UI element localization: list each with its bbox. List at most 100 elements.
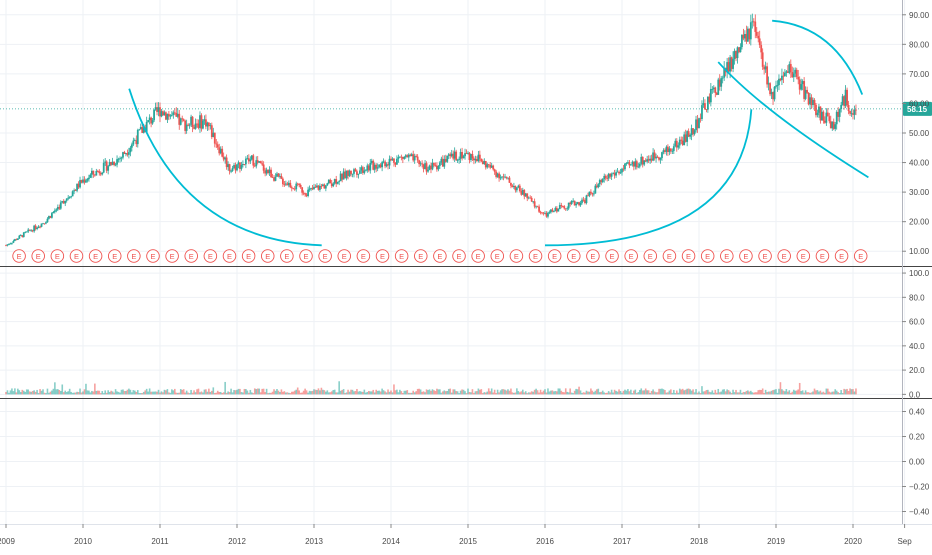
earnings-marker[interactable]: E xyxy=(337,249,352,263)
volume-bar xyxy=(452,389,454,395)
candle-body xyxy=(659,157,662,160)
candle-body xyxy=(360,167,363,171)
candle-body xyxy=(766,66,769,85)
earnings-marker[interactable]: E xyxy=(394,249,409,263)
earnings-marker[interactable]: E xyxy=(31,249,45,263)
earnings-marker[interactable]: E xyxy=(624,249,638,263)
candle-body xyxy=(329,179,332,184)
earnings-marker[interactable]: E xyxy=(700,249,715,263)
candle-body xyxy=(523,189,526,197)
earnings-marker[interactable]: E xyxy=(777,249,791,263)
x-tick-label: 2011 xyxy=(151,537,169,546)
earnings-marker[interactable]: E xyxy=(452,249,466,263)
volume-bar xyxy=(236,389,238,395)
earnings-marker[interactable]: E xyxy=(414,249,428,263)
earnings-marker[interactable]: E xyxy=(643,249,658,263)
earnings-marker[interactable]: E xyxy=(241,249,256,263)
earnings-marker[interactable]: E xyxy=(509,249,524,263)
volume-bar xyxy=(710,392,712,395)
volume-bar xyxy=(203,389,206,395)
candle-body xyxy=(597,184,600,188)
volume-bar xyxy=(764,389,767,395)
earnings-marker[interactable]: E xyxy=(127,249,141,263)
candle-body xyxy=(606,178,609,179)
trendlines[interactable] xyxy=(128,19,869,247)
candle-body xyxy=(530,197,533,202)
candle-body xyxy=(483,161,486,164)
earnings-marker[interactable]: E xyxy=(758,249,772,263)
candle-body xyxy=(664,150,666,152)
candle-body xyxy=(669,148,672,152)
volume-bar xyxy=(148,388,151,395)
volume-bar xyxy=(797,389,800,395)
earnings-marker[interactable]: E xyxy=(547,249,562,263)
earnings-marker[interactable]: E xyxy=(586,249,600,263)
earnings-marker[interactable]: E xyxy=(222,249,237,263)
earnings-marker[interactable]: E xyxy=(720,249,734,263)
earnings-marker[interactable]: E xyxy=(796,249,811,263)
earnings-marker[interactable]: E xyxy=(107,249,122,263)
volume-bar xyxy=(541,392,543,395)
candle-body xyxy=(52,211,55,214)
earnings-marker[interactable]: E xyxy=(528,249,543,263)
volume-bar xyxy=(57,389,59,395)
earnings-marker[interactable]: E xyxy=(50,249,65,263)
volume-bar xyxy=(258,388,261,395)
earnings-marker[interactable]: E xyxy=(834,249,849,263)
candle-body xyxy=(561,206,564,207)
volume-bar xyxy=(831,391,834,395)
earnings-marker-label: E xyxy=(303,252,308,261)
volume-bar xyxy=(325,391,327,395)
earnings-marker[interactable]: E xyxy=(662,249,677,263)
earnings-marker[interactable]: E xyxy=(471,249,485,263)
earnings-marker[interactable]: E xyxy=(318,249,332,263)
earnings-marker[interactable]: E xyxy=(605,249,619,263)
candle-body xyxy=(701,105,703,119)
candle-body xyxy=(686,131,689,142)
candle-body xyxy=(67,197,70,199)
candle-body xyxy=(410,154,413,157)
volume-bar xyxy=(579,390,582,395)
earnings-marker[interactable]: E xyxy=(739,249,753,263)
volume-bar xyxy=(665,392,668,395)
earnings-marker[interactable]: E xyxy=(184,249,198,263)
volume-bar xyxy=(129,389,132,395)
volume-bar xyxy=(775,389,777,395)
earnings-marker[interactable]: E xyxy=(12,249,26,263)
earnings-marker[interactable]: E xyxy=(165,249,179,263)
volume-bar xyxy=(261,388,263,395)
earnings-marker-label: E xyxy=(533,252,538,261)
earnings-marker[interactable]: E xyxy=(375,249,390,263)
candle-body xyxy=(815,104,817,116)
earnings-marker[interactable]: E xyxy=(146,249,160,263)
earnings-marker[interactable]: E xyxy=(433,249,447,263)
candle-body xyxy=(338,181,341,182)
candle-body xyxy=(487,164,490,166)
earnings-marker[interactable]: E xyxy=(69,249,84,263)
earnings-marker[interactable]: E xyxy=(815,249,830,263)
earnings-marker[interactable]: E xyxy=(567,249,581,263)
earnings-marker[interactable]: E xyxy=(88,249,103,263)
volume-bar xyxy=(51,390,53,395)
volume-bar xyxy=(625,390,628,395)
volume-bar xyxy=(271,391,274,395)
earnings-marker[interactable]: E xyxy=(299,249,313,263)
earnings-marker[interactable]: E xyxy=(203,249,218,263)
x-tick-label: 2020 xyxy=(844,537,862,546)
earnings-marker[interactable]: E xyxy=(356,249,371,263)
volume-bar xyxy=(742,391,745,395)
candle-body xyxy=(797,76,800,80)
earnings-marker[interactable]: E xyxy=(681,249,696,263)
earnings-marker[interactable]: E xyxy=(260,249,275,263)
earnings-marker[interactable]: E xyxy=(853,249,868,263)
candle-body xyxy=(298,184,301,185)
candle-body xyxy=(122,152,124,158)
earnings-marker[interactable]: E xyxy=(490,249,505,263)
earnings-marker[interactable]: E xyxy=(280,249,294,263)
volume-bar xyxy=(622,390,625,395)
volume-bar xyxy=(782,390,785,395)
volume-bar xyxy=(827,388,829,395)
